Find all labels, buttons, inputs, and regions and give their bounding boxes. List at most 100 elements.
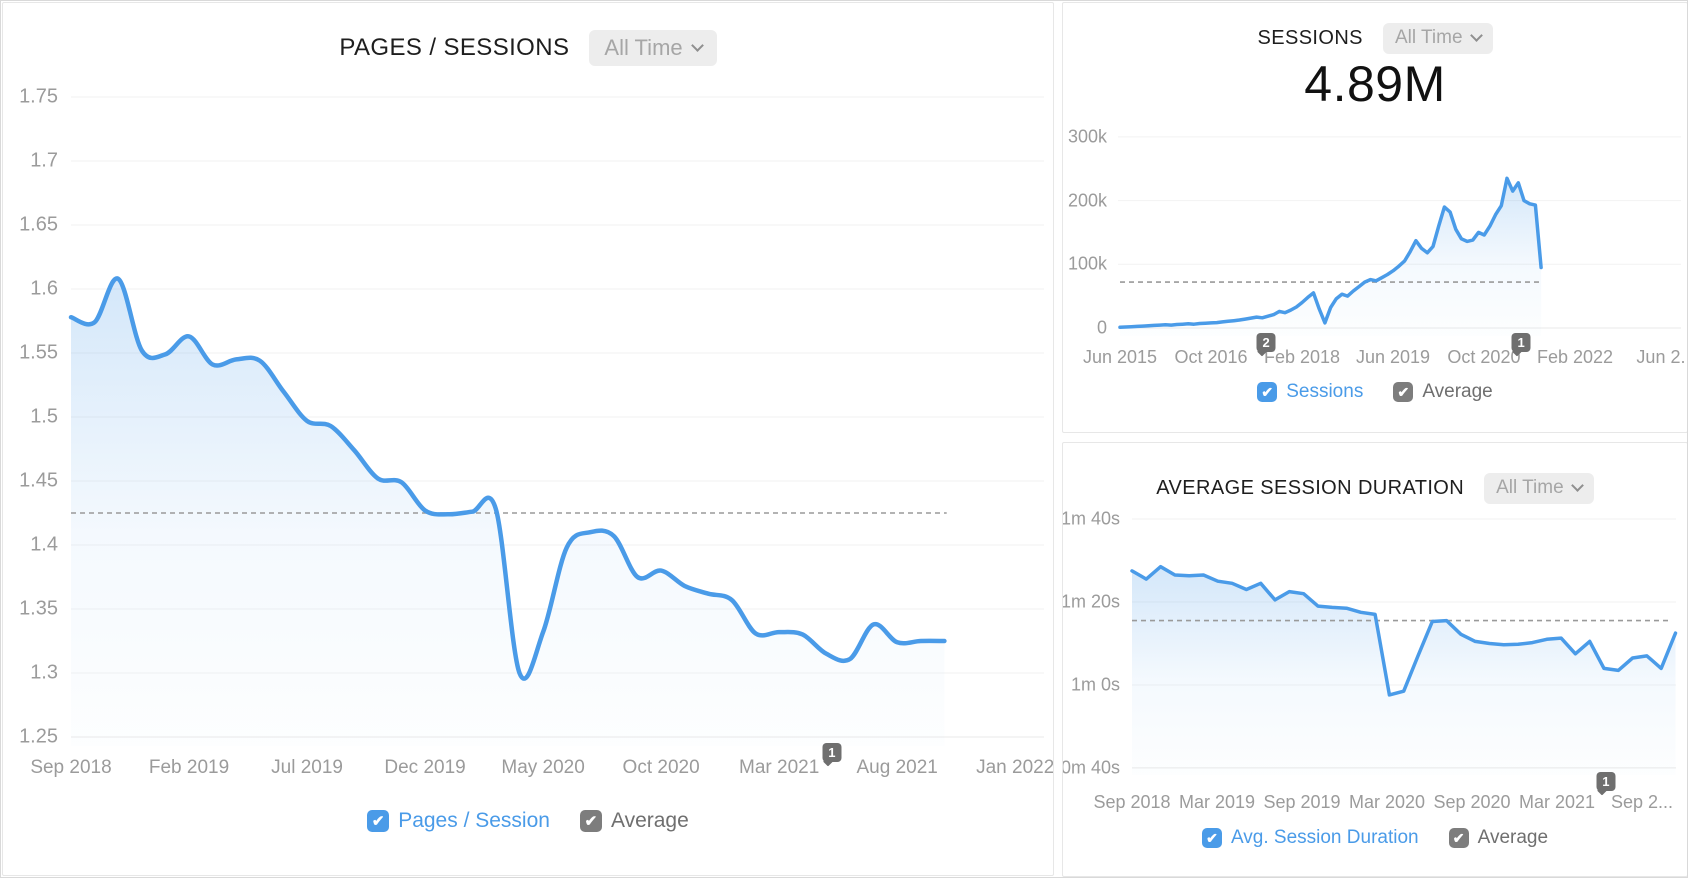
y-axis-label: 1.3 bbox=[30, 661, 58, 684]
legend-item[interactable]: ✔ Pages / Session bbox=[367, 809, 550, 833]
legend-item[interactable]: ✔ Average bbox=[1448, 827, 1549, 849]
sessions-series-line bbox=[1118, 176, 1543, 330]
avg-session-duration-chart-svg bbox=[1130, 518, 1678, 775]
x-axis-label: Sep 2019 bbox=[1263, 792, 1341, 812]
legend-label: Average bbox=[610, 809, 689, 832]
legend-item[interactable]: ✔ Average bbox=[1393, 381, 1493, 403]
legend-checkbox[interactable]: ✔ bbox=[1257, 382, 1278, 402]
chevron-down-icon bbox=[1570, 479, 1584, 492]
x-axis-label: Oct 2020 bbox=[622, 757, 700, 778]
chevron-down-icon bbox=[1469, 29, 1483, 42]
x-axis-label: Sep 2018 bbox=[1093, 792, 1171, 812]
sessions-area-fill bbox=[1120, 178, 1542, 336]
annotation-badge[interactable]: 1 bbox=[1511, 333, 1531, 352]
x-axis-label: Mar 2019 bbox=[1178, 792, 1256, 812]
x-axis-label: Sep 2... bbox=[1610, 792, 1674, 812]
sessions-title: SESSIONS bbox=[1257, 26, 1363, 49]
legend-checkbox[interactable]: ✔ bbox=[1393, 382, 1414, 402]
x-axis-label: Feb 2022 bbox=[1536, 347, 1614, 367]
x-axis-label: Jan 2022 bbox=[976, 757, 1054, 778]
legend-checkbox[interactable]: ✔ bbox=[367, 810, 390, 832]
sessions-y-axis: 300k 200k 100k 0 bbox=[1063, 126, 1113, 338]
pages-sessions-x-axis: Sep 2018 Feb 2019 Jul 2019 Dec 2019 May 2020… bbox=[30, 755, 1053, 781]
y-axis-label: 1.35 bbox=[19, 597, 58, 620]
y-axis-label: 1m 0s bbox=[1070, 674, 1120, 695]
y-axis-label: 1.6 bbox=[30, 277, 58, 300]
y-axis-label: 300k bbox=[1067, 126, 1107, 147]
time-range-dropdown[interactable]: All Time bbox=[1382, 22, 1493, 54]
y-axis-label: 0 bbox=[1096, 317, 1107, 338]
y-axis-label: 1.55 bbox=[19, 341, 58, 364]
avg-session-duration-area-fill bbox=[1132, 566, 1676, 775]
x-axis-label: Oct 2020 bbox=[1447, 347, 1521, 367]
sessions-total-value: 4.89M bbox=[1304, 56, 1446, 112]
time-range-dropdown[interactable]: All Time bbox=[589, 30, 717, 66]
legend-label: Average bbox=[1477, 827, 1549, 848]
y-axis-label: 1.75 bbox=[19, 85, 58, 108]
y-axis-label: 1.25 bbox=[19, 725, 58, 748]
x-axis-label: Jun 2015 bbox=[1082, 347, 1158, 367]
avg-session-duration-x-axis: Sep 2018 Mar 2019 Sep 2019 Mar 2020 Sep 2020… bbox=[1093, 790, 1676, 812]
legend-item[interactable]: ✔ Average bbox=[579, 809, 689, 833]
avg-session-duration-header: AVERAGE SESSION DURATION All Time bbox=[1063, 471, 1687, 505]
x-axis-label: Jun 2019 bbox=[1355, 347, 1431, 367]
pages-sessions-y-axis: 1.75 1.7 1.65 1.6 1.55 1.5 1.45 1.4 1.35 1.3 1.25 bbox=[3, 86, 64, 748]
time-range-value: All Time bbox=[1496, 477, 1564, 498]
legend-item[interactable]: ✔ Sessions bbox=[1257, 381, 1363, 403]
x-axis-label: Jun 2... bbox=[1636, 347, 1687, 367]
x-axis-label: Jul 2019 bbox=[271, 757, 343, 778]
annotation-badge[interactable]: 2 bbox=[1256, 333, 1276, 352]
pages-sessions-header: PAGES / SESSIONS All Time bbox=[3, 29, 1053, 67]
chevron-down-icon bbox=[690, 39, 704, 52]
annotation-badge[interactable]: 1 bbox=[822, 743, 842, 762]
sessions-x-axis: Jun 2015 Oct 2016 Feb 2018 Jun 2019 Oct 2020… bbox=[1083, 345, 1687, 367]
x-axis-label: Aug 2021 bbox=[856, 757, 938, 778]
x-axis-label: Dec 2019 bbox=[384, 757, 466, 778]
time-range-value: All Time bbox=[1394, 27, 1463, 48]
panel-avg-session-duration: AVERAGE SESSION DURATION All Time 1m 40s… bbox=[1062, 442, 1687, 877]
y-axis-label: 1.4 bbox=[30, 533, 58, 556]
sessions-chart-svg bbox=[1118, 136, 1681, 336]
y-axis-label: 1.5 bbox=[30, 405, 58, 428]
avg-session-duration-plot[interactable]: 1 bbox=[1130, 515, 1678, 791]
x-axis-label: Mar 2020 bbox=[1348, 792, 1426, 812]
y-axis-label: 1.7 bbox=[30, 149, 58, 172]
time-range-dropdown[interactable]: All Time bbox=[1484, 472, 1594, 504]
y-axis-label: 1.45 bbox=[19, 469, 58, 492]
y-axis-label: 1m 40s bbox=[1062, 508, 1120, 529]
pages-sessions-plot[interactable]: 1 bbox=[68, 96, 1044, 762]
pages-sessions-chart-svg bbox=[68, 96, 1044, 746]
x-axis-label: Sep 2018 bbox=[30, 757, 112, 778]
y-axis-label: 1m 20s bbox=[1062, 591, 1120, 612]
x-axis-label: Feb 2018 bbox=[1263, 347, 1341, 367]
y-axis-label: 0m 40s bbox=[1062, 757, 1120, 778]
pages-sessions-title: PAGES / SESSIONS bbox=[339, 34, 570, 61]
x-axis-label: May 2020 bbox=[501, 757, 585, 778]
avg-session-duration-title: AVERAGE SESSION DURATION bbox=[1156, 476, 1465, 499]
legend-checkbox[interactable]: ✔ bbox=[1201, 828, 1222, 848]
sessions-header: SESSIONS All Time bbox=[1063, 21, 1687, 55]
legend-label: Sessions bbox=[1286, 381, 1364, 402]
pages-sessions-legend: ✔ Pages / Session ✔ Average bbox=[3, 809, 1053, 833]
avg-session-duration-legend: ✔ Avg. Session Duration ✔ Average bbox=[1063, 827, 1687, 849]
sessions-legend: ✔ Sessions ✔ Average bbox=[1063, 381, 1687, 403]
x-axis-label: Mar 2021 bbox=[1518, 792, 1595, 812]
pages-sessions-area-fill bbox=[71, 278, 945, 746]
y-axis-label: 100k bbox=[1067, 253, 1107, 274]
annotation-badge[interactable]: 1 bbox=[1596, 772, 1616, 791]
legend-label: Pages / Session bbox=[398, 809, 550, 832]
y-axis-label: 200k bbox=[1067, 190, 1107, 211]
legend-label: Avg. Session Duration bbox=[1230, 827, 1419, 848]
time-range-value: All Time bbox=[604, 35, 683, 60]
pages-sessions-series-line bbox=[68, 276, 947, 681]
legend-checkbox[interactable]: ✔ bbox=[1448, 828, 1469, 848]
y-axis-label: 1.65 bbox=[19, 213, 58, 236]
legend-checkbox[interactable]: ✔ bbox=[579, 810, 602, 832]
legend-item[interactable]: ✔ Avg. Session Duration bbox=[1201, 827, 1419, 849]
x-axis-label: Mar 2021 bbox=[739, 757, 820, 778]
legend-label: Average bbox=[1422, 381, 1493, 402]
avg-session-duration-y-axis: 1m 40s 1m 20s 1m 0s 0m 40s bbox=[1062, 508, 1126, 778]
